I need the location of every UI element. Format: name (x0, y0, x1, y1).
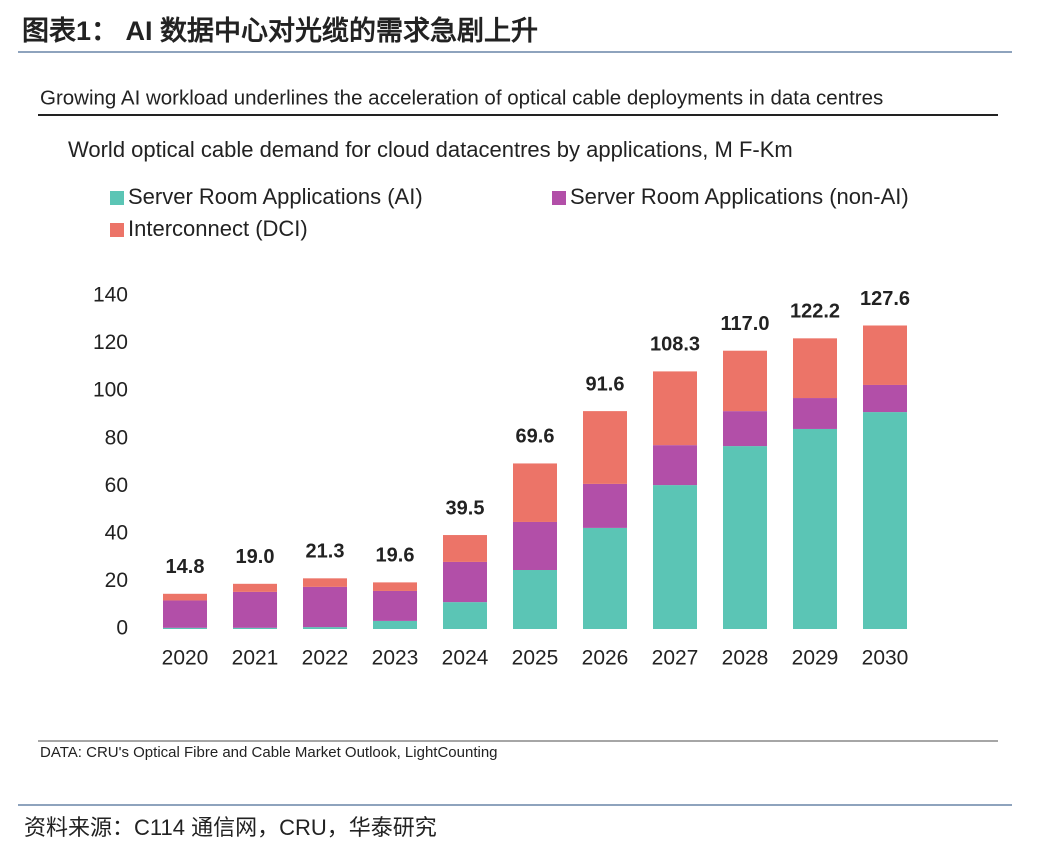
bar-segment (793, 338, 837, 399)
bar-segment (513, 463, 557, 522)
bar-segment (583, 527, 627, 629)
total-label: 21.3 (306, 541, 345, 563)
bar-segment (863, 384, 907, 413)
bar-segment (163, 600, 207, 628)
chart-title: World optical cable demand for cloud dat… (68, 137, 793, 162)
legend-swatch (110, 191, 124, 205)
bar-segment (443, 535, 487, 562)
bar-segment (443, 561, 487, 603)
bar-segment (303, 578, 347, 587)
total-label: 127.6 (860, 288, 910, 310)
x-tick-label: 2021 (232, 647, 279, 670)
bar-segment (233, 627, 277, 629)
chart-source: DATA: CRU's Optical Fibre and Cable Mark… (40, 744, 498, 761)
total-label: 19.0 (236, 546, 275, 568)
bar-segment (303, 586, 347, 628)
bar-segment (163, 627, 207, 629)
bar-segment (653, 485, 697, 629)
x-tick-label: 2026 (582, 647, 629, 670)
bar-segment (163, 593, 207, 601)
y-tick-label: 60 (105, 474, 128, 497)
bar-segment (793, 428, 837, 629)
y-tick-label: 140 (93, 284, 128, 307)
bar-segment (723, 411, 767, 447)
bar-segment (513, 570, 557, 629)
y-tick-label: 20 (105, 569, 128, 592)
page-title: 图表1： AI 数据中心对光缆的需求急剧上升 (22, 15, 538, 46)
bar-segment (863, 325, 907, 385)
bar-segment (233, 591, 277, 628)
footer-source: 资料来源：C114 通信网，CRU，华泰研究 (24, 815, 437, 840)
x-tick-label: 2020 (162, 647, 209, 670)
total-label: 117.0 (721, 313, 770, 335)
bar-segment (793, 398, 837, 429)
bar-segment (373, 590, 417, 621)
legend-label: Server Room Applications (AI) (128, 184, 423, 209)
bar-segment (303, 627, 347, 629)
bar-segment (723, 350, 767, 412)
legend-swatch (110, 223, 124, 237)
bar-segment (233, 583, 277, 592)
legend-label: Interconnect (DCI) (128, 216, 308, 241)
bar-segment (583, 483, 627, 528)
x-tick-label: 2030 (862, 647, 909, 670)
total-label: 39.5 (446, 497, 485, 519)
bar-segment (863, 412, 907, 629)
y-tick-label: 120 (93, 331, 128, 354)
x-tick-label: 2023 (372, 647, 419, 670)
total-label: 69.6 (516, 426, 555, 448)
legend-label: Server Room Applications (non-AI) (570, 184, 909, 209)
y-tick-label: 100 (93, 379, 128, 402)
total-label: 14.8 (166, 556, 205, 578)
y-tick-label: 40 (105, 521, 128, 544)
x-tick-label: 2029 (792, 647, 839, 670)
bar-segment (653, 445, 697, 486)
bar-segment (513, 521, 557, 571)
y-tick-label: 80 (105, 426, 128, 449)
headline: Growing AI workload underlines the accel… (40, 86, 883, 109)
bar-segment (373, 582, 417, 591)
x-tick-label: 2022 (302, 647, 349, 670)
bar-segment (723, 446, 767, 629)
y-tick-label: 0 (116, 617, 128, 640)
bar-segment (373, 620, 417, 629)
x-tick-label: 2025 (512, 647, 559, 670)
x-tick-label: 2028 (722, 647, 769, 670)
x-tick-label: 2027 (652, 647, 699, 670)
total-label: 122.2 (790, 301, 840, 323)
bar-segment (653, 371, 697, 446)
total-label: 91.6 (586, 373, 625, 395)
total-label: 108.3 (650, 334, 700, 356)
total-label: 19.6 (376, 545, 415, 567)
bar-segment (583, 411, 627, 484)
legend-swatch (552, 191, 566, 205)
x-tick-label: 2024 (442, 647, 489, 670)
bar-segment (443, 602, 487, 629)
